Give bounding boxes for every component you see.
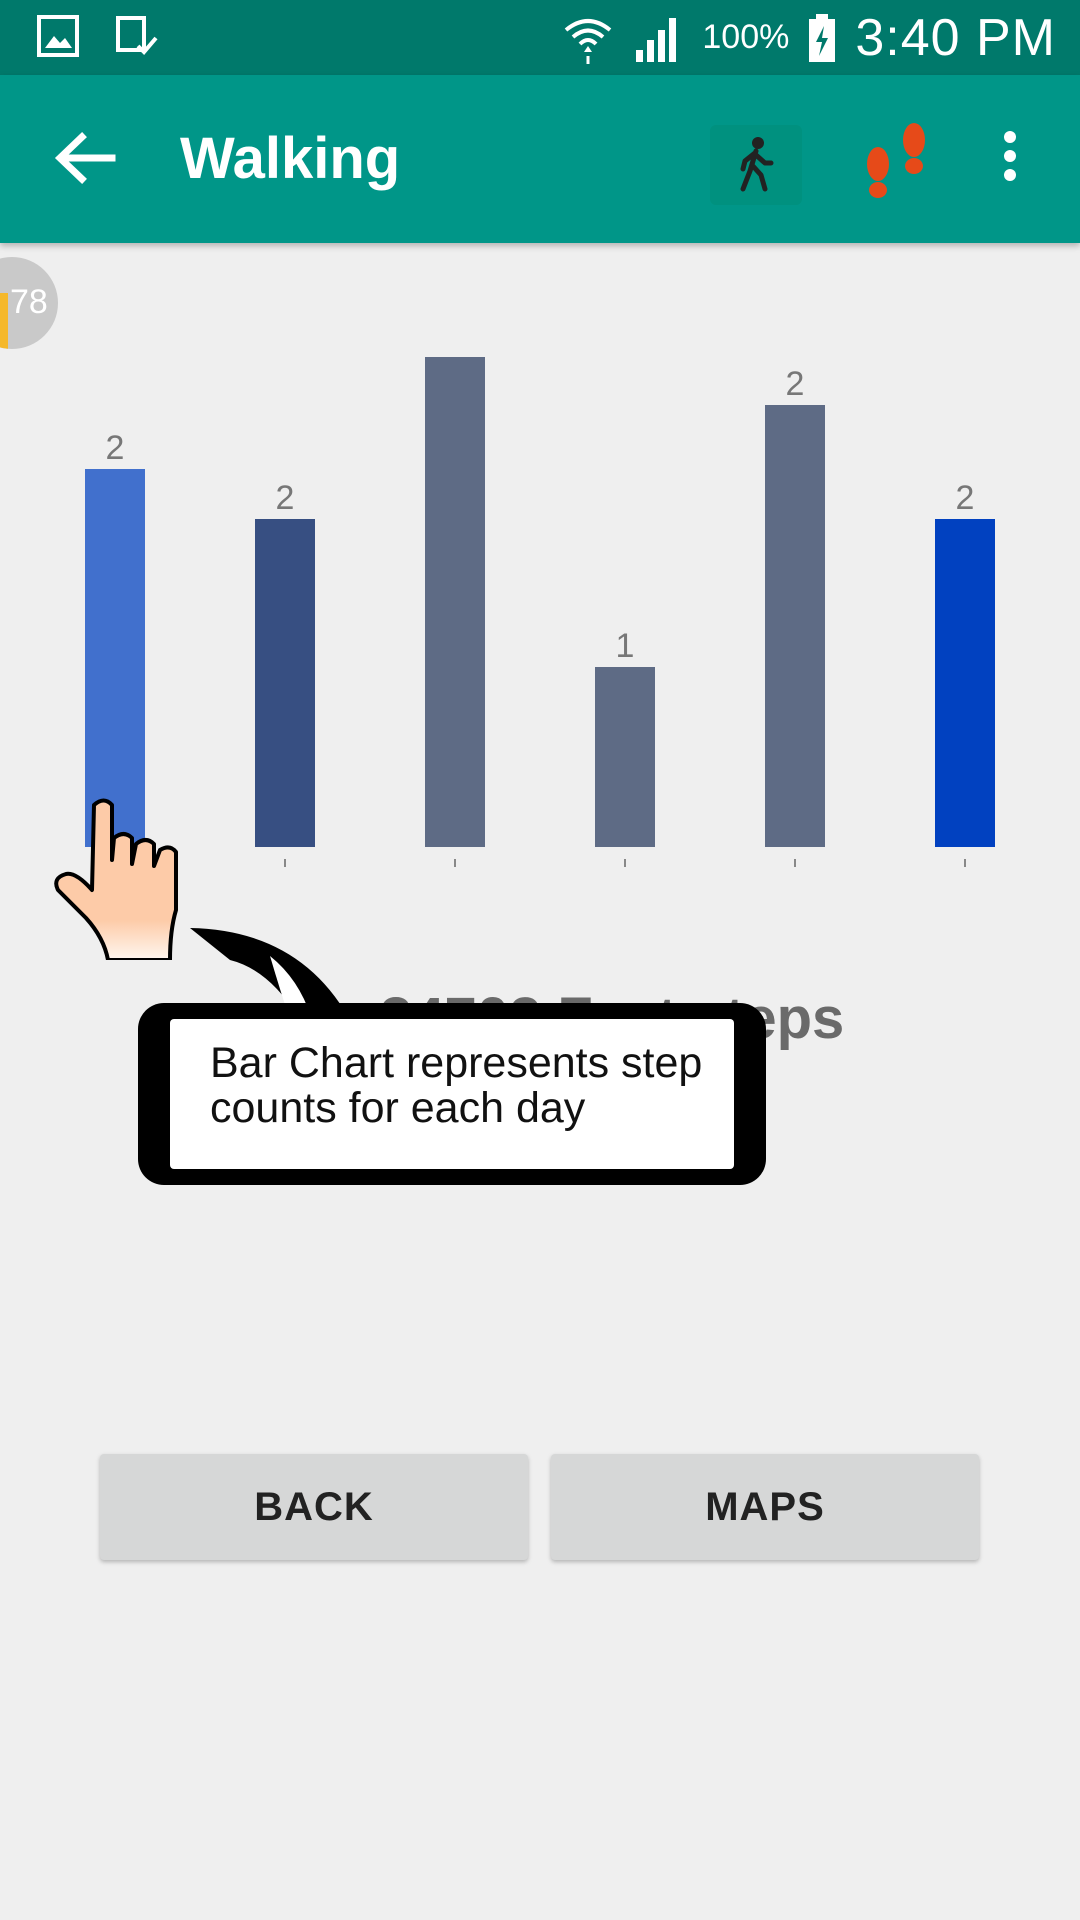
chart-bar[interactable]: [765, 405, 825, 847]
wifi-icon: [565, 18, 612, 64]
bar-value-label: 1: [616, 627, 635, 665]
back-arrow-icon[interactable]: [52, 125, 118, 191]
app-bar: Walking: [0, 75, 1080, 243]
chart-bar[interactable]: [85, 469, 145, 847]
footprints-icon[interactable]: [860, 120, 936, 200]
bar-value-label: 2: [106, 429, 125, 467]
badge-value: 78: [10, 283, 48, 321]
chart-bar[interactable]: [935, 519, 995, 847]
bar-value-label: 2: [786, 365, 805, 403]
clock: 3:40 PM: [855, 8, 1056, 67]
speech-bubble-body: Bar Chart represents step counts for eac…: [170, 1019, 734, 1169]
maps-button[interactable]: MAPS: [551, 1454, 979, 1560]
walking-mode-button[interactable]: [710, 125, 802, 205]
gallery-icon: [37, 15, 79, 57]
bar-value-label: 2: [956, 479, 975, 517]
chart-bar[interactable]: [255, 519, 315, 847]
step-bar-chart[interactable]: 2 2 1 2 2: [0, 300, 1080, 880]
status-bar: 100% 3:40 PM: [0, 0, 1080, 75]
tutorial-speech-bubble: Bar Chart represents step counts for eac…: [138, 1003, 766, 1185]
back-button[interactable]: BACK: [100, 1454, 528, 1560]
battery-percentage: 100%: [702, 18, 790, 56]
pointing-hand-icon: [54, 798, 178, 960]
chart-bar[interactable]: [425, 357, 485, 847]
signal-icon: [636, 17, 677, 62]
walking-person-icon: [740, 137, 774, 192]
device-check-icon: [116, 16, 158, 55]
tutorial-message: Bar Chart represents step counts for eac…: [210, 1039, 703, 1132]
more-vert-icon[interactable]: [985, 120, 1035, 200]
bar-value-label: 2: [276, 479, 295, 517]
battery-charging-icon: [809, 13, 836, 62]
badge-accent: [0, 293, 8, 349]
chart-bar[interactable]: [595, 667, 655, 847]
page-title: Walking: [180, 126, 401, 191]
